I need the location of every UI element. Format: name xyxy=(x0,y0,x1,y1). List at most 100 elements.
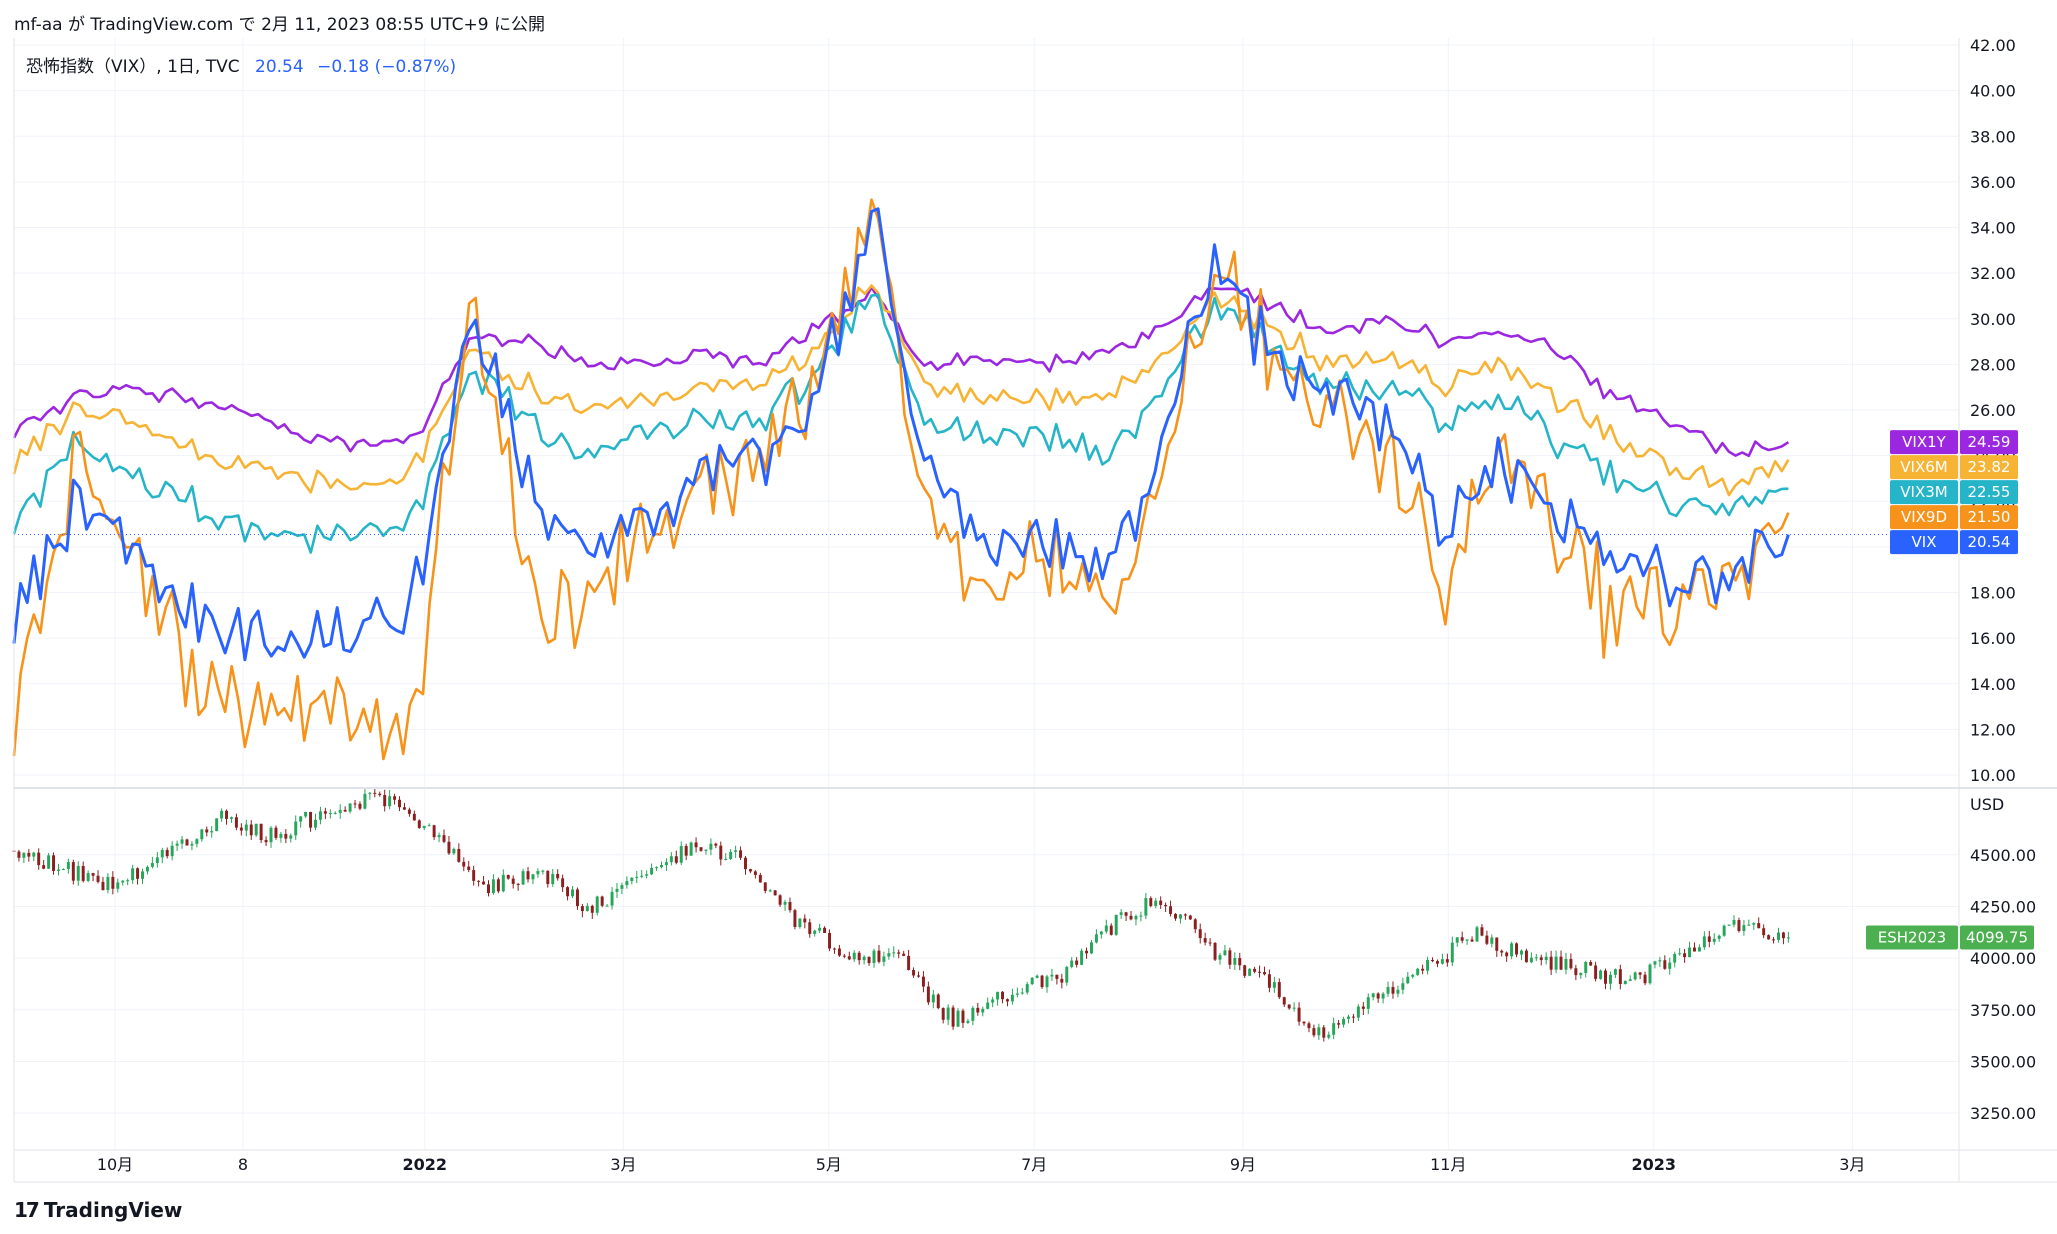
es-y-tick: 4000.00 xyxy=(1970,949,2036,968)
candle-body xyxy=(1529,957,1533,963)
candle-body xyxy=(768,890,772,892)
x-tick-label: 9月 xyxy=(1230,1155,1256,1174)
candle-body xyxy=(926,986,930,1003)
vix-y-tick: 16.00 xyxy=(1970,629,2016,648)
candle-body xyxy=(1391,987,1395,994)
candle-body xyxy=(254,823,258,836)
candle-body xyxy=(1347,1016,1350,1019)
candle-body xyxy=(225,810,229,819)
candle-body xyxy=(17,851,21,858)
candle-body xyxy=(1258,971,1262,973)
candle-body xyxy=(590,905,594,913)
candle-body xyxy=(47,855,51,869)
candle-body xyxy=(328,813,332,815)
candle-body xyxy=(966,1020,970,1023)
es-value-label: 4099.75 xyxy=(1966,929,2028,947)
candle-body xyxy=(585,905,589,912)
vix-y-tick: 40.00 xyxy=(1970,82,2016,101)
candle-body xyxy=(976,1007,980,1013)
candle-body xyxy=(551,873,555,885)
grid xyxy=(14,38,1958,1150)
candle-body xyxy=(1465,939,1469,941)
candle-body xyxy=(348,803,352,812)
candle-body xyxy=(205,829,209,833)
candle-body xyxy=(259,823,263,841)
candle-body xyxy=(1085,950,1089,954)
candle-body xyxy=(862,956,866,961)
candle-body xyxy=(1638,972,1642,975)
candle-body xyxy=(1183,914,1187,916)
candle-body xyxy=(724,859,728,861)
candle-body xyxy=(575,889,579,907)
candle-body xyxy=(1500,950,1504,953)
candle-body xyxy=(1376,993,1380,999)
candle-body xyxy=(1564,958,1568,970)
series-value-tag-vix6m xyxy=(1960,455,2018,480)
candle-body xyxy=(1149,898,1153,906)
series-value-tag-vix3m xyxy=(1960,480,2018,505)
x-tick-label: 8 xyxy=(238,1155,248,1174)
series-name-tag-vix3m xyxy=(1890,480,1958,505)
candle-body xyxy=(1213,942,1217,960)
candle-body xyxy=(1717,935,1721,939)
candle-body xyxy=(1712,938,1716,942)
candle-body xyxy=(1584,961,1588,973)
series-value-tag-vix9d xyxy=(1960,505,2018,530)
candle-body xyxy=(1737,920,1741,932)
candle-body xyxy=(388,796,392,807)
candle-body xyxy=(1579,972,1583,976)
candle-body xyxy=(580,906,584,912)
tradingview-footer[interactable]: 17 TradingView xyxy=(14,1198,182,1222)
candle-body xyxy=(526,871,530,880)
candle-body xyxy=(1114,914,1118,935)
candle-body xyxy=(1786,937,1790,939)
candle-body xyxy=(1174,913,1177,919)
candle-body xyxy=(897,952,901,954)
candle-body xyxy=(1134,916,1138,920)
candle-body xyxy=(1692,947,1696,952)
candle-body xyxy=(42,865,46,869)
symbol-name[interactable]: 恐怖指数（VIX）, 1日, TVC xyxy=(26,57,240,77)
candle-body xyxy=(1277,982,1281,998)
candle-body xyxy=(1460,937,1464,941)
es-y-unit: USD xyxy=(1970,795,2004,814)
candle-body xyxy=(407,809,411,814)
candle-body xyxy=(111,876,115,889)
candle-body xyxy=(1623,980,1627,984)
candle-body xyxy=(91,873,95,876)
es-name-tag xyxy=(1866,925,1958,950)
candle-body xyxy=(892,952,896,954)
candle-body xyxy=(309,812,313,828)
candle-body xyxy=(793,910,797,927)
candle-body xyxy=(823,927,827,933)
candle-body xyxy=(1005,999,1009,1002)
candle-body xyxy=(991,999,995,1003)
candle-body xyxy=(630,877,634,882)
symbol-legend[interactable]: 恐怖指数（VIX）, 1日, TVC 20.54 −0.18 (−0.87%) xyxy=(26,52,456,77)
candle-body xyxy=(1663,960,1667,969)
candle-body xyxy=(1208,942,1212,944)
candle-body xyxy=(635,876,639,878)
candle-body xyxy=(363,793,367,809)
candle-body xyxy=(1020,992,1024,994)
candle-body xyxy=(452,848,456,854)
candle-body xyxy=(506,874,510,879)
candle-body xyxy=(1668,962,1672,969)
candle-body xyxy=(457,848,461,862)
candle-body xyxy=(1351,1016,1355,1018)
candle-body xyxy=(659,865,663,868)
candle-body xyxy=(615,888,619,892)
candle-body xyxy=(867,956,871,964)
vix-y-tick: 30.00 xyxy=(1970,310,2016,329)
candle-body xyxy=(383,795,387,807)
candle-body xyxy=(1485,935,1489,944)
candle-body xyxy=(1193,919,1197,930)
es-value-tag xyxy=(1960,925,2034,950)
candle-body xyxy=(1060,978,1064,983)
vix-y-tick: 32.00 xyxy=(1970,264,2016,283)
candle-body xyxy=(314,819,317,828)
candle-body xyxy=(1653,961,1657,965)
candle-body xyxy=(1574,968,1578,976)
candle-body xyxy=(1159,900,1163,905)
